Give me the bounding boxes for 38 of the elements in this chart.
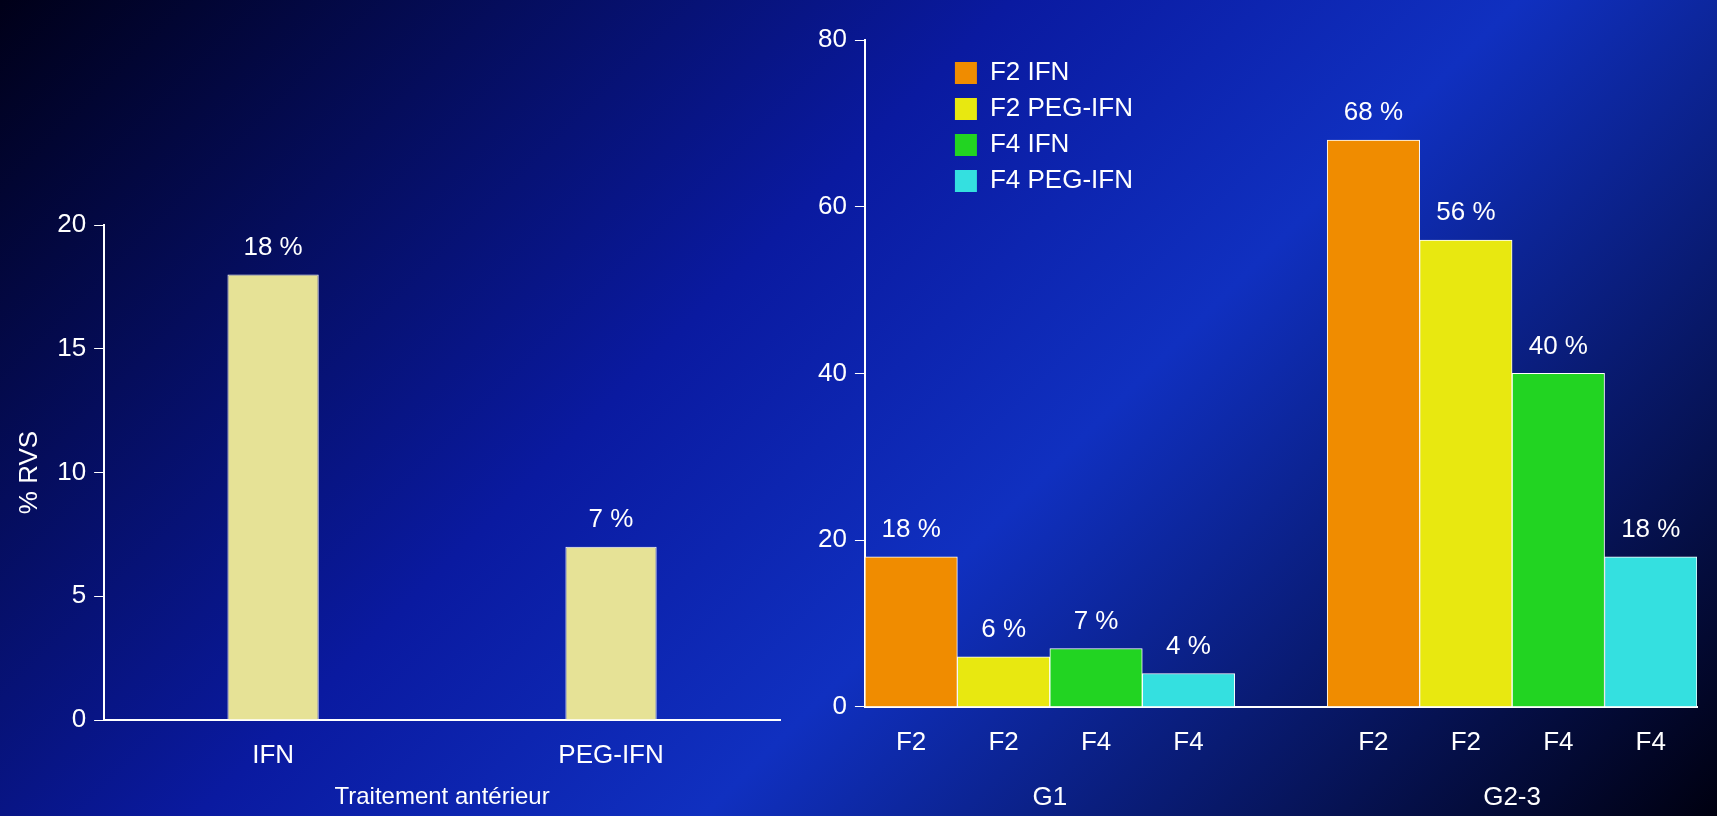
text: G2-3 bbox=[1483, 780, 1541, 811]
x-tick-label: F2 bbox=[1450, 725, 1482, 756]
data-label: 68 % bbox=[1343, 96, 1404, 127]
legend-label: F4 IFN bbox=[989, 128, 1070, 159]
x-tick-label: F4 bbox=[1173, 725, 1204, 756]
x-tick-label: IFN bbox=[252, 738, 295, 769]
legend-label: F2 PEG-IFN bbox=[989, 92, 1133, 123]
x-tick-label: PEG-IFN bbox=[558, 738, 664, 769]
y-axis-title: % RVS bbox=[12, 430, 43, 515]
x-tick-label: F2 bbox=[895, 725, 927, 756]
y-tick-label: 0 bbox=[71, 703, 87, 734]
x-tick-label: F4 bbox=[1635, 725, 1666, 756]
y-tick-label: 15 bbox=[57, 331, 87, 362]
y-tick-label: 40 bbox=[818, 356, 847, 387]
y-tick-label: 0 bbox=[832, 689, 847, 720]
data-label: 18 % bbox=[881, 512, 941, 543]
data-label: 7 % bbox=[588, 502, 634, 533]
data-label: 56 % bbox=[1436, 196, 1496, 227]
y-tick-label: 60 bbox=[818, 189, 847, 220]
data-label: 6 % bbox=[981, 612, 1027, 643]
x-tick-label: F2 bbox=[1358, 725, 1389, 756]
data-label: 4 % bbox=[1166, 629, 1211, 660]
text: G1 bbox=[1032, 780, 1068, 811]
data-label: 18 % bbox=[243, 230, 303, 261]
x-axis-title: Traitement antérieur bbox=[334, 782, 550, 810]
data-label: 18 % bbox=[1621, 512, 1681, 543]
data-label: 40 % bbox=[1528, 329, 1588, 360]
legend-label: F2 IFN bbox=[989, 56, 1070, 87]
y-tick-label: 20 bbox=[57, 208, 87, 239]
data-label: 7 % bbox=[1073, 604, 1119, 635]
x-tick-label: F4 bbox=[1543, 725, 1574, 756]
legend-label: F4 PEG-IFN bbox=[989, 164, 1133, 195]
x-tick-label: F2 bbox=[988, 725, 1019, 756]
y-tick-label: 10 bbox=[57, 455, 87, 486]
y-tick-label: 80 bbox=[818, 23, 847, 54]
y-tick-label: 5 bbox=[71, 579, 87, 610]
x-tick-label: F4 bbox=[1080, 725, 1112, 756]
y-tick-label: 20 bbox=[818, 523, 847, 554]
